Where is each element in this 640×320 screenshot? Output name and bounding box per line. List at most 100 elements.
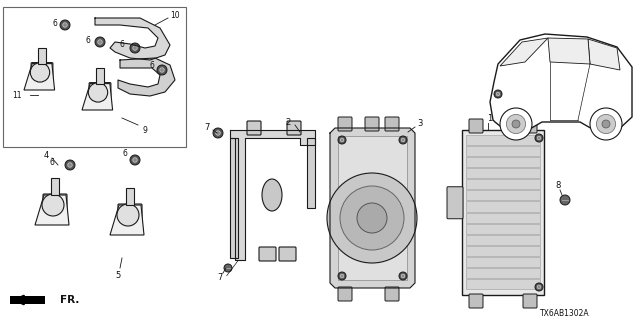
Text: 6: 6 bbox=[52, 19, 58, 28]
Polygon shape bbox=[500, 38, 548, 66]
Text: 6: 6 bbox=[86, 36, 90, 44]
Circle shape bbox=[512, 120, 520, 128]
FancyBboxPatch shape bbox=[43, 194, 67, 223]
Text: 11: 11 bbox=[12, 91, 22, 100]
Text: 10: 10 bbox=[170, 11, 180, 20]
Circle shape bbox=[117, 204, 139, 226]
Bar bbox=[466, 257, 540, 267]
FancyBboxPatch shape bbox=[287, 121, 301, 135]
Polygon shape bbox=[490, 34, 632, 130]
Circle shape bbox=[399, 136, 407, 144]
Bar bbox=[466, 146, 540, 156]
FancyBboxPatch shape bbox=[279, 247, 296, 261]
Circle shape bbox=[68, 163, 72, 167]
Circle shape bbox=[340, 186, 404, 250]
Bar bbox=[466, 224, 540, 234]
Polygon shape bbox=[110, 205, 144, 235]
Bar bbox=[466, 212, 540, 223]
Circle shape bbox=[130, 155, 140, 165]
Circle shape bbox=[160, 68, 164, 72]
Circle shape bbox=[224, 264, 232, 272]
Circle shape bbox=[130, 43, 140, 53]
Bar bbox=[10, 296, 45, 304]
Bar bbox=[466, 235, 540, 245]
Circle shape bbox=[98, 40, 102, 44]
Circle shape bbox=[216, 131, 220, 135]
FancyBboxPatch shape bbox=[338, 287, 352, 301]
Bar bbox=[466, 157, 540, 167]
Bar bbox=[466, 246, 540, 256]
Circle shape bbox=[399, 272, 407, 280]
Circle shape bbox=[357, 203, 387, 233]
Ellipse shape bbox=[262, 179, 282, 211]
Text: 7: 7 bbox=[204, 123, 210, 132]
Circle shape bbox=[95, 37, 105, 47]
Bar bbox=[230, 138, 238, 258]
Bar bbox=[466, 179, 540, 189]
Text: 3: 3 bbox=[417, 118, 422, 127]
Text: 2: 2 bbox=[285, 117, 291, 126]
Text: 6: 6 bbox=[120, 39, 124, 49]
Circle shape bbox=[327, 173, 417, 263]
FancyBboxPatch shape bbox=[118, 204, 142, 234]
Polygon shape bbox=[588, 39, 620, 70]
Bar bbox=[3, 7, 186, 147]
Circle shape bbox=[401, 274, 405, 278]
FancyBboxPatch shape bbox=[447, 187, 463, 219]
Circle shape bbox=[338, 136, 346, 144]
Circle shape bbox=[213, 128, 223, 138]
Text: 7: 7 bbox=[218, 273, 223, 282]
Circle shape bbox=[535, 134, 543, 142]
Bar bbox=[466, 279, 540, 289]
Polygon shape bbox=[82, 84, 113, 110]
Text: 5: 5 bbox=[115, 270, 120, 279]
FancyBboxPatch shape bbox=[365, 117, 379, 131]
FancyBboxPatch shape bbox=[469, 119, 483, 133]
Circle shape bbox=[132, 158, 137, 162]
Circle shape bbox=[338, 272, 346, 280]
FancyBboxPatch shape bbox=[259, 247, 276, 261]
Bar bbox=[466, 268, 540, 278]
Bar bbox=[466, 201, 540, 212]
Polygon shape bbox=[548, 38, 590, 64]
Text: 6: 6 bbox=[150, 60, 154, 69]
Circle shape bbox=[157, 65, 167, 75]
Circle shape bbox=[60, 20, 70, 30]
Text: 4: 4 bbox=[44, 150, 49, 159]
Circle shape bbox=[602, 120, 610, 128]
Bar bbox=[126, 188, 134, 205]
Circle shape bbox=[42, 194, 64, 216]
Circle shape bbox=[537, 136, 541, 140]
FancyBboxPatch shape bbox=[523, 294, 537, 308]
Bar bbox=[462, 130, 544, 295]
Polygon shape bbox=[230, 130, 315, 260]
Bar bbox=[338, 136, 407, 280]
Circle shape bbox=[63, 23, 67, 27]
Circle shape bbox=[30, 63, 50, 82]
Circle shape bbox=[535, 283, 543, 291]
Text: FR.: FR. bbox=[60, 295, 80, 305]
Text: 1: 1 bbox=[488, 114, 493, 123]
Circle shape bbox=[506, 115, 525, 134]
Circle shape bbox=[65, 160, 75, 170]
Text: 8: 8 bbox=[556, 180, 561, 189]
Text: 6: 6 bbox=[123, 148, 127, 157]
FancyBboxPatch shape bbox=[31, 63, 53, 89]
Text: TX6AB1302A: TX6AB1302A bbox=[540, 309, 590, 318]
Polygon shape bbox=[35, 195, 69, 225]
FancyBboxPatch shape bbox=[89, 83, 111, 109]
Bar bbox=[466, 135, 540, 145]
FancyBboxPatch shape bbox=[338, 117, 352, 131]
Circle shape bbox=[88, 83, 108, 102]
FancyBboxPatch shape bbox=[385, 117, 399, 131]
Bar bbox=[466, 168, 540, 178]
Circle shape bbox=[500, 108, 532, 140]
Text: 9: 9 bbox=[143, 125, 147, 134]
Circle shape bbox=[590, 108, 622, 140]
Bar bbox=[96, 68, 104, 84]
Polygon shape bbox=[95, 18, 170, 60]
Circle shape bbox=[494, 90, 502, 98]
Bar bbox=[38, 48, 46, 64]
FancyBboxPatch shape bbox=[523, 119, 537, 133]
Polygon shape bbox=[330, 128, 415, 288]
